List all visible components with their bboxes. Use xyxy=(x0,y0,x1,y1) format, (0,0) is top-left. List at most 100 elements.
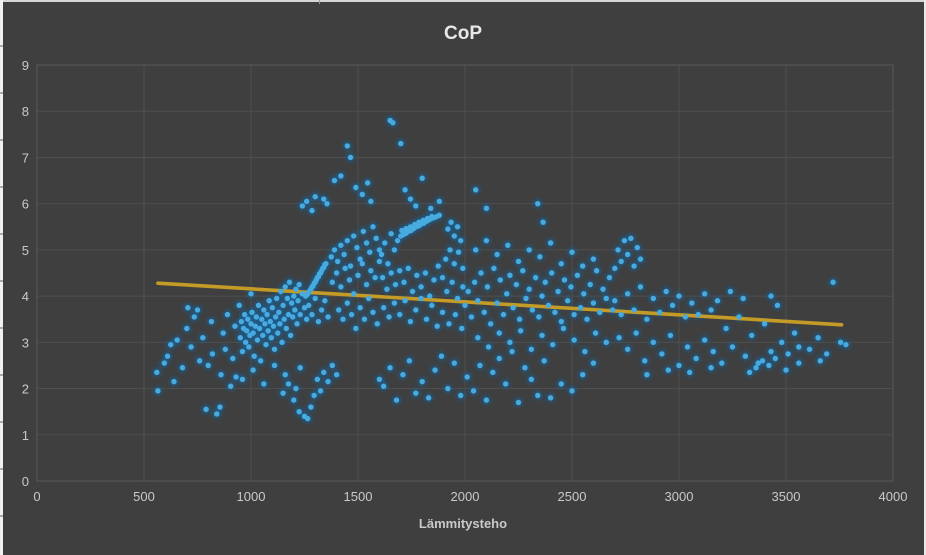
scatter-point[interactable] xyxy=(624,291,631,297)
scatter-point[interactable] xyxy=(384,286,390,292)
scatter-point[interactable] xyxy=(507,339,513,346)
scatter-point[interactable] xyxy=(357,304,363,311)
scatter-point[interactable] xyxy=(257,358,264,364)
scatter-point[interactable] xyxy=(248,291,254,297)
scatter-point[interactable] xyxy=(407,318,414,325)
scatter-point[interactable] xyxy=(361,316,368,322)
scatter-point[interactable] xyxy=(338,173,344,179)
scatter-point[interactable] xyxy=(606,274,613,281)
scatter-point[interactable] xyxy=(355,272,361,279)
scatter-point[interactable] xyxy=(230,355,236,362)
scatter-point[interactable] xyxy=(464,374,470,380)
scatter-point[interactable] xyxy=(516,316,523,322)
scatter-point[interactable] xyxy=(208,318,215,325)
scatter-point[interactable] xyxy=(806,346,813,352)
scatter-point[interactable] xyxy=(338,242,344,248)
scatter-point[interactable] xyxy=(312,295,318,302)
scatter-point[interactable] xyxy=(609,307,616,313)
scatter-point[interactable] xyxy=(537,254,543,260)
scatter-point[interactable] xyxy=(252,323,258,329)
scatter-point[interactable] xyxy=(280,390,286,396)
scatter-point[interactable] xyxy=(292,307,298,313)
scatter-point[interactable] xyxy=(621,237,628,244)
scatter-point[interactable] xyxy=(451,261,457,267)
scatter-point[interactable] xyxy=(314,376,321,383)
scatter-point[interactable] xyxy=(830,279,836,285)
scatter-point[interactable] xyxy=(275,330,281,336)
scatter-point[interactable] xyxy=(388,270,394,276)
scatter-point[interactable] xyxy=(587,281,593,288)
scatter-point[interactable] xyxy=(191,314,197,320)
scatter-point[interactable] xyxy=(405,265,411,272)
scatter-point[interactable] xyxy=(397,311,403,318)
scatter-point[interactable] xyxy=(458,237,464,244)
scatter-point[interactable] xyxy=(171,378,177,385)
scatter-point[interactable] xyxy=(444,288,450,295)
scatter-point[interactable] xyxy=(657,309,663,315)
scatter-point[interactable] xyxy=(354,244,360,251)
scatter-point[interactable] xyxy=(331,177,338,184)
scatter-point[interactable] xyxy=(353,184,359,191)
scatter-point[interactable] xyxy=(558,381,564,387)
scatter-point[interactable] xyxy=(305,415,311,422)
scatter-point[interactable] xyxy=(370,309,376,315)
scatter-point[interactable] xyxy=(684,344,691,350)
scatter-point[interactable] xyxy=(419,175,425,181)
scatter-point[interactable] xyxy=(515,399,522,406)
scatter-point[interactable] xyxy=(242,339,249,346)
scatter-point[interactable] xyxy=(249,309,255,315)
scatter-point[interactable] xyxy=(590,300,597,306)
scatter-point[interactable] xyxy=(188,344,194,350)
scatter-point[interactable] xyxy=(420,217,426,224)
scatter-point[interactable] xyxy=(387,365,393,371)
scatter-point[interactable] xyxy=(529,307,536,313)
scatter-point[interactable] xyxy=(496,330,502,336)
scatter-point[interactable] xyxy=(413,203,419,209)
scatter-point[interactable] xyxy=(445,385,451,392)
scatter-point[interactable] xyxy=(250,330,256,336)
scatter-point[interactable] xyxy=(294,321,300,327)
scatter-point[interactable] xyxy=(282,284,288,290)
scatter-point[interactable] xyxy=(637,256,644,262)
scatter-point[interactable] xyxy=(574,272,581,279)
scatter-point[interactable] xyxy=(569,388,575,394)
scatter-point[interactable] xyxy=(761,321,768,327)
scatter-point[interactable] xyxy=(749,332,755,339)
scatter-point[interactable] xyxy=(344,237,350,244)
scatter-point[interactable] xyxy=(388,231,394,237)
scatter-point[interactable] xyxy=(372,274,378,281)
scatter-point[interactable] xyxy=(233,374,239,380)
scatter-point[interactable] xyxy=(445,226,451,232)
trend-line[interactable] xyxy=(156,281,844,327)
scatter-point[interactable] xyxy=(364,180,371,186)
scatter-point[interactable] xyxy=(473,247,479,253)
scatter-point[interactable] xyxy=(513,281,520,288)
scatter-point[interactable] xyxy=(336,307,342,313)
scatter-point[interactable] xyxy=(315,318,322,325)
scatter-point[interactable] xyxy=(413,307,419,313)
scatter-point[interactable] xyxy=(299,203,306,209)
scatter-point[interactable] xyxy=(380,383,387,389)
scatter-point[interactable] xyxy=(353,325,359,332)
scatter-point[interactable] xyxy=(616,335,622,341)
scatter-point[interactable] xyxy=(227,383,234,389)
scatter-point[interactable] xyxy=(650,295,657,302)
scatter-point[interactable] xyxy=(571,311,577,318)
scatter-point[interactable] xyxy=(322,298,328,304)
scatter-point[interactable] xyxy=(471,279,478,285)
scatter-point[interactable] xyxy=(376,247,383,253)
scatter-point[interactable] xyxy=(753,365,759,371)
scatter-point[interactable] xyxy=(555,288,561,295)
scatter-point[interactable] xyxy=(196,358,203,364)
scatter-point[interactable] xyxy=(245,316,251,322)
scatter-point[interactable] xyxy=(269,304,276,311)
scatter-point[interactable] xyxy=(669,302,676,309)
scatter-point[interactable] xyxy=(312,194,318,200)
scatter-point[interactable] xyxy=(296,408,302,415)
scatter-point[interactable] xyxy=(246,344,252,350)
scatter-point[interactable] xyxy=(390,120,396,126)
scatter-point[interactable] xyxy=(447,247,453,253)
scatter-point[interactable] xyxy=(796,360,802,366)
scatter-point[interactable] xyxy=(746,369,753,376)
scatter-point[interactable] xyxy=(393,397,400,403)
